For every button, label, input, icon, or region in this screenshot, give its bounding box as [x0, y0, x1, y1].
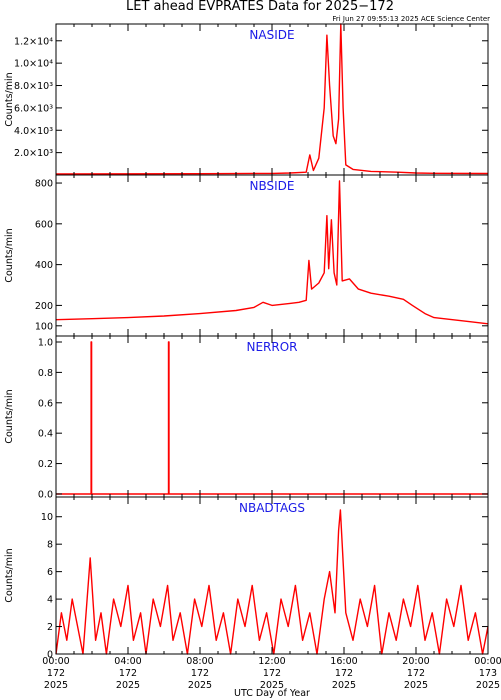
- x-tick-label: 16:00: [330, 656, 357, 667]
- panel-label: NERROR: [246, 340, 297, 354]
- y-tick-label: 1.0: [38, 338, 53, 349]
- y-axis-label: Counts/min: [4, 548, 15, 602]
- series-line-nbadtags: [55, 509, 489, 655]
- x-tick-label: 172: [407, 668, 425, 679]
- y-tick-label: 1.2×10⁴: [14, 36, 53, 47]
- y-tick-label: 2: [47, 622, 53, 633]
- y-tick-label: 8.0×10³: [14, 81, 53, 92]
- figure-title: LET ahead EVPRATES Data for 2025−172: [126, 0, 394, 14]
- y-tick-label: 0.0: [38, 489, 53, 500]
- x-axis: 00:00172202504:00172202508:00172202512:0…: [42, 656, 501, 691]
- y-tick-label: 0.8: [38, 368, 53, 379]
- y-tick-label: 400: [35, 260, 53, 271]
- x-tick-label: 2025: [44, 680, 68, 691]
- panels: 2.0×10³ 4.0×10³ 6.0×10³ 8.0×10³ 1.0×10⁴ 1.2×1…: [4, 23, 489, 661]
- y-tick-label: 100: [35, 321, 53, 332]
- y-tick-label: 10: [41, 512, 53, 523]
- y-tick-label: 4: [47, 595, 53, 606]
- x-tick-label: 172: [263, 668, 281, 679]
- panel-frame: [55, 335, 489, 498]
- panel-label: NBADTAGS: [239, 501, 305, 515]
- x-tick-label: 20:00: [402, 656, 429, 667]
- x-tick-label: 172: [335, 668, 353, 679]
- y-tick-label: 800: [35, 179, 53, 190]
- x-tick-label: 12:00: [258, 656, 285, 667]
- y-tick-label: 4.0×10³: [14, 126, 53, 137]
- x-tick-label: 172: [47, 668, 65, 679]
- y-axis-label: Counts/min: [4, 389, 15, 443]
- panel-nbadtags: 0 2 4 6 8 10 Counts/min NBADTAGS: [4, 496, 489, 661]
- x-tick-label: 173: [479, 668, 497, 679]
- y-tick-label: 0.2: [38, 459, 53, 470]
- y-tick-label: 200: [35, 301, 53, 312]
- x-tick-label: 04:00: [114, 656, 141, 667]
- x-tick-label: 2025: [116, 680, 140, 691]
- y-tick-label: 2.0×10³: [14, 148, 53, 159]
- timestamp: Fri Jun 27 09:55:13 2025 ACE Science Cen…: [332, 15, 490, 23]
- y-axis-label: Counts/min: [4, 72, 15, 126]
- y-tick-label: 0.6: [38, 398, 53, 409]
- x-axis-title: UTC Day of Year: [234, 688, 310, 699]
- x-tick-label: 2025: [404, 680, 428, 691]
- x-tick-label: 08:00: [186, 656, 213, 667]
- x-tick-label: 00:00: [42, 656, 69, 667]
- x-tick-label: 2025: [260, 680, 284, 691]
- panel-label: NBSIDE: [250, 179, 295, 193]
- series-line-naside: [55, 23, 489, 175]
- series-line-nerror: [56, 341, 488, 495]
- y-tick-label: 0.4: [38, 429, 53, 440]
- panel-nerror: 0.0 0.2 0.4 0.6 0.8 1.0 Counts/min NERROR: [4, 335, 489, 500]
- panel-naside: 2.0×10³ 4.0×10³ 6.0×10³ 8.0×10³ 1.0×10⁴ 1.2×1…: [4, 23, 489, 176]
- x-tick-label: 2025: [476, 680, 500, 691]
- x-tick-label: 00:00: [474, 656, 501, 667]
- x-tick-label: 172: [191, 668, 209, 679]
- y-tick-label: 6.0×10³: [14, 103, 53, 114]
- x-tick-label: 2025: [332, 680, 356, 691]
- panel-frame: [55, 23, 489, 176]
- panel-label: NASIDE: [249, 28, 294, 42]
- y-tick-label: 0: [47, 650, 53, 661]
- y-axis-label: Counts/min: [4, 228, 15, 282]
- y-tick-label: 8: [47, 540, 53, 551]
- x-tick-label: 2025: [188, 680, 212, 691]
- series-line-nbside: [55, 180, 489, 325]
- y-tick-label: 1.0×10⁴: [14, 59, 53, 70]
- y-tick-label: 600: [35, 219, 53, 230]
- panel-nbside: 100 200 400 600 800 Counts/min NBSIDE: [4, 174, 489, 337]
- x-tick-label: 172: [119, 668, 137, 679]
- y-tick-label: 6: [47, 567, 53, 578]
